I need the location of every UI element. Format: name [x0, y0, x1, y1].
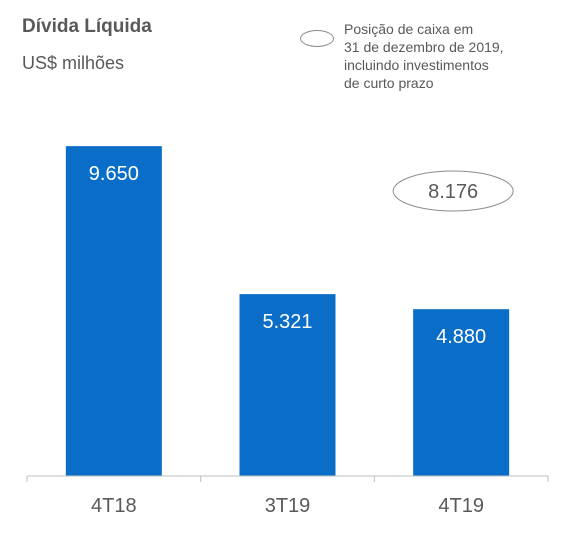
bar-4T19: [413, 309, 510, 476]
data-label: 4.880: [436, 326, 486, 348]
annotation-label: 8.176: [428, 181, 478, 203]
legend-text: Posição de caixa em 31 de dezembro de 20…: [344, 20, 564, 92]
bar-3T19: [239, 294, 336, 476]
x-tick-label: 3T19: [265, 495, 311, 517]
legend-line: de curto prazo: [344, 75, 434, 91]
legend-line: incluindo investimentos: [344, 57, 489, 73]
x-tick-label: 4T18: [91, 495, 137, 517]
bar-4T18: [65, 146, 162, 477]
legend-ellipse-icon: [300, 30, 334, 47]
legend-line: 31 de dezembro de 2019,: [344, 39, 504, 55]
chart-subtitle: US$ milhões: [22, 53, 125, 73]
x-tick-label: 4T19: [438, 495, 484, 517]
annotation-ellipse: [392, 170, 514, 212]
data-label: 9.650: [89, 163, 139, 185]
data-label: 5.321: [262, 311, 312, 333]
chart-title: Dívida Líquida: [22, 16, 152, 37]
legend-line: Posição de caixa em: [344, 21, 474, 37]
